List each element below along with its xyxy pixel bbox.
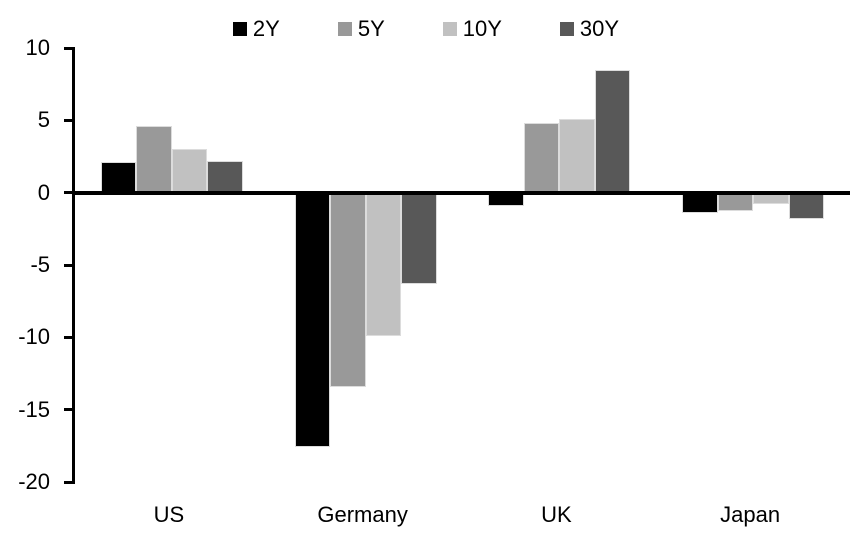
plot-area <box>64 46 850 484</box>
bar-japan-5y <box>717 192 754 212</box>
zero-axis-line <box>72 190 850 195</box>
y-tick-label--15: -15 <box>18 396 50 422</box>
y-tick-label--10: -10 <box>18 324 50 350</box>
x-axis-label-germany: Germany <box>317 502 408 527</box>
legend-label-5y: 5Y <box>357 16 385 41</box>
legend-item-5y: 5Y <box>337 16 385 42</box>
y-tick-10 <box>64 46 75 50</box>
bar-japan-2y <box>682 192 718 213</box>
bar-uk-5y <box>523 123 560 193</box>
y-tick--20 <box>64 480 75 484</box>
legend-item-30y: 30Y <box>559 16 620 42</box>
legend-swatch-5y <box>337 22 352 36</box>
chart-legend: 2Y 5Y 10Y 30Y <box>0 16 852 42</box>
y-tick-label-5: 5 <box>37 107 50 133</box>
x-axis-label-uk: UK <box>541 502 572 527</box>
y-tick--15 <box>64 408 75 412</box>
bar-germany-2y <box>294 192 331 448</box>
legend-item-2y: 2Y <box>232 16 280 42</box>
y-tick--5 <box>64 263 75 267</box>
legend-label-10y: 10Y <box>462 16 502 41</box>
bar-us-2y <box>100 162 137 193</box>
bar-japan-30y <box>788 192 825 219</box>
y-tick-label-0: 0 <box>37 179 50 205</box>
y-tick-0 <box>64 191 75 195</box>
bar-germany-30y <box>401 192 437 284</box>
bar-us-30y <box>207 160 243 193</box>
bar-us-10y <box>171 149 208 193</box>
bar-uk-30y <box>594 69 631 193</box>
legend-label-30y: 30Y <box>579 16 620 41</box>
y-tick-label-10: 10 <box>25 35 50 60</box>
y-tick-label--5: -5 <box>30 252 50 277</box>
bar-germany-5y <box>330 192 366 387</box>
bar-uk-10y <box>559 118 595 193</box>
legend-label-2y: 2Y <box>252 16 280 41</box>
y-tick-label--20: -20 <box>18 469 50 494</box>
legend-swatch-30y <box>559 22 574 36</box>
legend-swatch-2y <box>232 22 247 36</box>
y-tick-5 <box>64 118 75 122</box>
bar-germany-10y <box>365 192 402 336</box>
x-axis-label-us: US <box>153 502 185 527</box>
bar-us-5y <box>136 126 172 193</box>
y-tick--10 <box>64 335 75 339</box>
legend-item-10y: 10Y <box>442 16 502 42</box>
legend-swatch-10y <box>442 22 457 36</box>
x-axis-label-japan: Japan <box>720 502 781 527</box>
